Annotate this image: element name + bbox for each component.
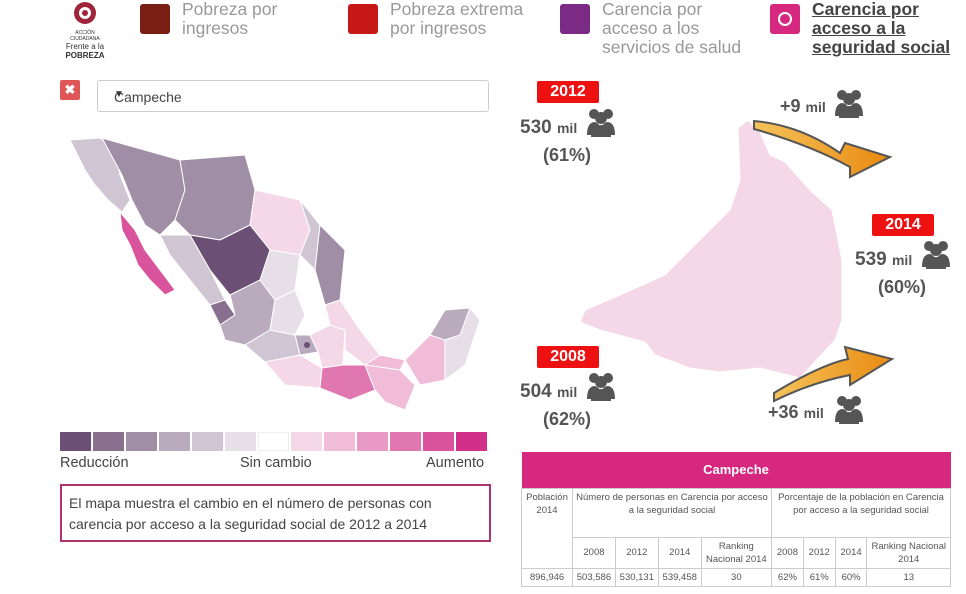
scale-step (159, 432, 190, 451)
sub-header: 2014 (834, 536, 868, 569)
value-2008: 504 mil (520, 381, 578, 402)
value-2012: 530 mil (520, 117, 578, 138)
scale-step (258, 432, 289, 451)
sub-header: 2008 (572, 536, 616, 569)
sub-header: 2008 (771, 536, 804, 569)
sub-header: 2014 (657, 536, 702, 569)
chevron-down-icon: ▼ (114, 89, 124, 100)
col-header-population: Población 2014 (521, 487, 573, 569)
state-chiapas (364, 364, 416, 411)
map-description: El mapa muestra el cambio en el número d… (60, 484, 491, 542)
pct-2012: (61%) (543, 145, 592, 165)
state-baja-california-sur (119, 211, 176, 296)
scale-step (456, 432, 487, 451)
table-cell: 13 (866, 567, 951, 587)
logo-mark-icon (74, 2, 96, 24)
value-2014: 539 mil (855, 249, 913, 270)
scale-step (291, 432, 322, 451)
scale-step (192, 432, 223, 451)
year-badge-2014: 2014 (872, 214, 934, 236)
state-select[interactable]: Campeche ▼ (97, 80, 489, 112)
mexico-map[interactable] (60, 130, 490, 425)
frente-pobreza-logo: ACCIÓN CIUDADANA Frente a la POBREZA (60, 0, 110, 60)
people-icon (587, 373, 615, 401)
indicator-label: Carencia por acceso a los servicios de s… (602, 0, 742, 57)
scale-step (225, 432, 256, 451)
logo-line2: Frente a la (65, 42, 105, 51)
table-cell: 503,586 (572, 567, 616, 587)
state-chihuahua (174, 154, 256, 241)
year-badge-2008: 2008 (537, 346, 599, 368)
campeche-state-shape (579, 119, 843, 379)
indicator-carencia-salud[interactable]: Carencia por acceso a los servicios de s… (560, 0, 752, 57)
people-icon (835, 396, 863, 424)
table-cell: 896,946 (521, 567, 573, 587)
logo-line1: ACCIÓN CIUDADANA (70, 30, 100, 42)
delta-2008-2014: +36 mil (768, 402, 824, 422)
scale-label-mid: Sin cambio (240, 455, 312, 471)
table-cell: 62% (771, 567, 804, 587)
indicator-pobreza-ingresos[interactable]: Pobreza por ingresos (140, 0, 302, 38)
logo-line3: POBREZA (65, 51, 105, 60)
table-cell: 60% (834, 567, 868, 587)
col-header-count: Número de personas en Carencia por acces… (572, 487, 772, 538)
state-data-table: Campeche Población 2014 Número de person… (521, 452, 951, 587)
indicator-label: Pobreza extrema por ingresos (390, 0, 524, 38)
state-guerrero (264, 354, 323, 389)
indicator-swatch (770, 4, 800, 34)
sub-header: 2012 (614, 536, 659, 569)
scale-step (324, 432, 355, 451)
table-cell: 530,131 (614, 567, 659, 587)
pct-2008: (62%) (543, 409, 592, 429)
scale-label-high: Aumento (426, 455, 485, 471)
scale-step (357, 432, 388, 451)
indicator-swatch (560, 4, 590, 34)
delta-2012-2014: +9 mil (780, 96, 826, 116)
people-icon (835, 90, 863, 118)
sub-header: Ranking Nacional 2014 (700, 536, 773, 569)
indicator-swatch (348, 4, 378, 34)
sub-header: Ranking Nacional 2014 (866, 536, 951, 569)
state-select-value: Campeche (114, 89, 182, 105)
state-campeche (404, 334, 446, 386)
indicator-carencia-seguridad-social[interactable]: Carencia por acceso a la seguridad socia… (770, 0, 962, 57)
people-icon (922, 241, 950, 269)
scale-step (423, 432, 454, 451)
scale-step (126, 432, 157, 451)
state-guanajuato (269, 289, 306, 336)
scale-step (60, 432, 91, 451)
table-cell: 30 (700, 567, 773, 587)
indicator-label: Pobreza por ingresos (182, 0, 278, 38)
scale-label-low: Reducción (60, 455, 129, 471)
selected-circle-icon (778, 12, 792, 26)
scale-step (390, 432, 421, 451)
indicator-pobreza-extrema[interactable]: Pobreza extrema por ingresos (348, 0, 540, 38)
table-cell: 539,458 (657, 567, 702, 587)
indicator-swatch (140, 4, 170, 34)
col-header-percent: Porcentaje de la población en Carencia p… (771, 487, 951, 538)
sub-header: 2012 (802, 536, 836, 569)
year-badge-2012: 2012 (537, 81, 599, 103)
scale-step (93, 432, 124, 451)
color-scale (60, 432, 489, 451)
state-quintana-roo (444, 307, 481, 381)
indicator-label: Carencia por acceso a la seguridad socia… (812, 0, 951, 57)
pct-2014: (60%) (878, 277, 927, 297)
table-title: Campeche (703, 462, 769, 478)
clear-selection-button[interactable]: ✖ (60, 80, 80, 100)
table-row: 896,946 503,586 530,131 539,458 30 62% 6… (521, 567, 951, 587)
increase-arrow-top-icon (753, 119, 893, 179)
people-icon (587, 109, 615, 137)
cdmx-marker (304, 342, 310, 348)
increase-arrow-bottom-icon (773, 345, 895, 403)
table-cell: 61% (802, 567, 836, 587)
